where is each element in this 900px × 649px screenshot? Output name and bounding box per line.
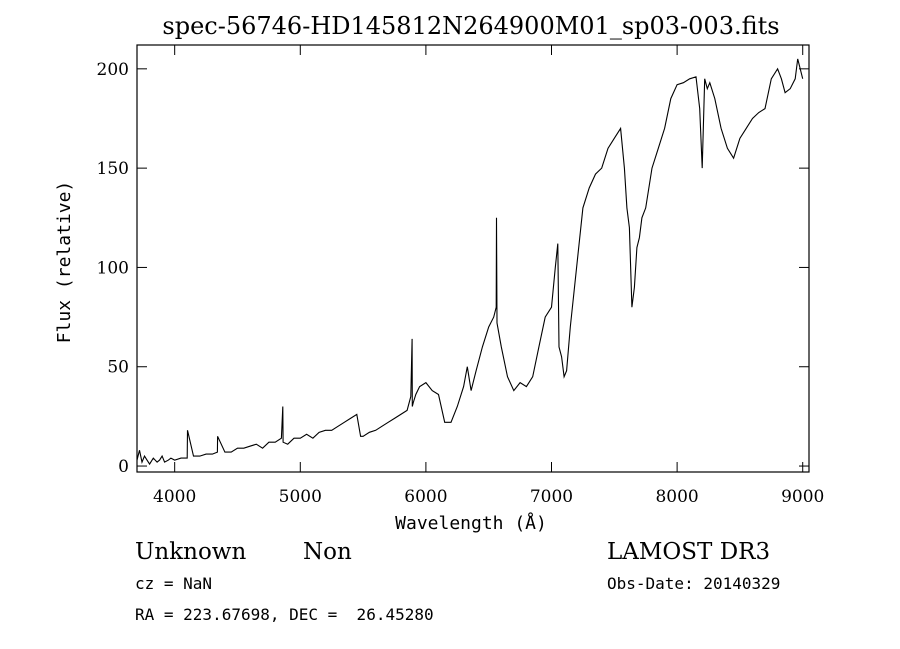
object-subclass: Non [303, 539, 352, 565]
y-tick-label: 150 [97, 159, 129, 179]
plot-frame [136, 44, 810, 473]
x-tick-label: 7000 [530, 487, 573, 507]
x-tick-label: 8000 [655, 487, 698, 507]
x-tick-label: 9000 [781, 487, 824, 507]
y-tick-label: 200 [97, 60, 129, 80]
spectrum-line [136, 58, 804, 466]
x-axis-label: Wavelength (Å) [395, 512, 547, 534]
survey-name: LAMOST DR3 [607, 539, 770, 565]
y-tick-label: 50 [107, 358, 129, 378]
obs-date: Obs-Date: 20140329 [607, 574, 780, 593]
x-axis: 4000 5000 6000 7000 8000 9000 [153, 45, 824, 507]
ra-dec: RA = 223.67698, DEC = 26.45280 [135, 605, 434, 624]
cz-value: cz = NaN [135, 574, 212, 593]
x-tick-label: 5000 [279, 487, 322, 507]
chart-title: spec-56746-HD145812N264900M01_sp03-003.f… [162, 12, 779, 40]
y-tick-label: 100 [97, 258, 129, 278]
y-axis: 0 50 100 150 200 [97, 60, 809, 477]
y-tick-label: 0 [118, 457, 129, 477]
x-tick-label: 4000 [153, 487, 196, 507]
y-axis-label: Flux (relative) [54, 181, 75, 344]
x-tick-label: 6000 [404, 487, 447, 507]
object-class: Unknown [135, 539, 246, 565]
